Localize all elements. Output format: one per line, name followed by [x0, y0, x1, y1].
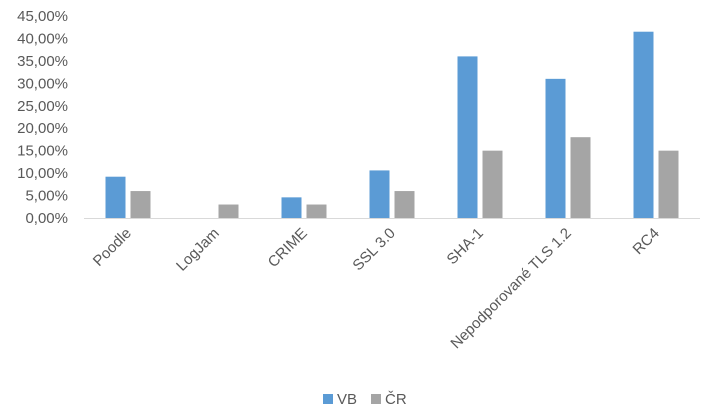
x-tick-label: Poodle: [90, 225, 135, 270]
y-tick-label: 0,00%: [25, 210, 68, 227]
bar-čr-4: [482, 150, 503, 218]
bar-vb-5: [545, 78, 566, 218]
y-tick-label: 25,00%: [17, 98, 68, 115]
bar-čr-6: [658, 150, 679, 218]
y-tick-label: 15,00%: [17, 143, 68, 160]
bar-vb-6: [633, 31, 654, 219]
legend-label-0: VB: [337, 391, 357, 408]
y-tick-label: 35,00%: [17, 53, 68, 70]
y-tick-label: 40,00%: [17, 30, 68, 47]
y-tick-label: 20,00%: [17, 120, 68, 137]
legend: VB ČR: [323, 391, 407, 408]
bar-čr-3: [394, 191, 415, 218]
x-tick-label: LogJam: [173, 225, 223, 275]
y-tick-label: 45,00%: [17, 8, 68, 25]
bar-vb-2: [281, 197, 302, 218]
y-tick-label: 10,00%: [17, 165, 68, 182]
x-tick-label: RC4: [630, 225, 663, 258]
bar-vb-4: [457, 56, 478, 219]
legend-swatch-0: [323, 394, 333, 404]
bar-čr-5: [570, 137, 591, 218]
bar-vb-3: [369, 170, 390, 218]
legend-swatch-1: [371, 394, 381, 404]
y-tick-label: 30,00%: [17, 75, 68, 92]
x-axis-labels: Poodle LogJam CRIME SSL 3.0 SHA-1Nepodporova…: [90, 225, 663, 352]
x-tick-label: SHA-1: [444, 225, 487, 268]
bars: [105, 31, 679, 219]
x-tick-label: CRIME: [265, 225, 311, 271]
x-tick-label: SSL 3.0: [349, 225, 398, 274]
bar-čr-2: [306, 204, 327, 218]
bar-čr-0: [130, 191, 151, 218]
y-tick-label: 5,00%: [25, 188, 68, 205]
bar-vb-0: [105, 176, 126, 218]
legend-label-1: ČR: [385, 391, 407, 408]
bar-čr-1: [218, 204, 239, 218]
y-axis: 0,00% 5,00% 10,00% 15,00% 20,00% 25,00% 30,00%…: [17, 8, 68, 227]
